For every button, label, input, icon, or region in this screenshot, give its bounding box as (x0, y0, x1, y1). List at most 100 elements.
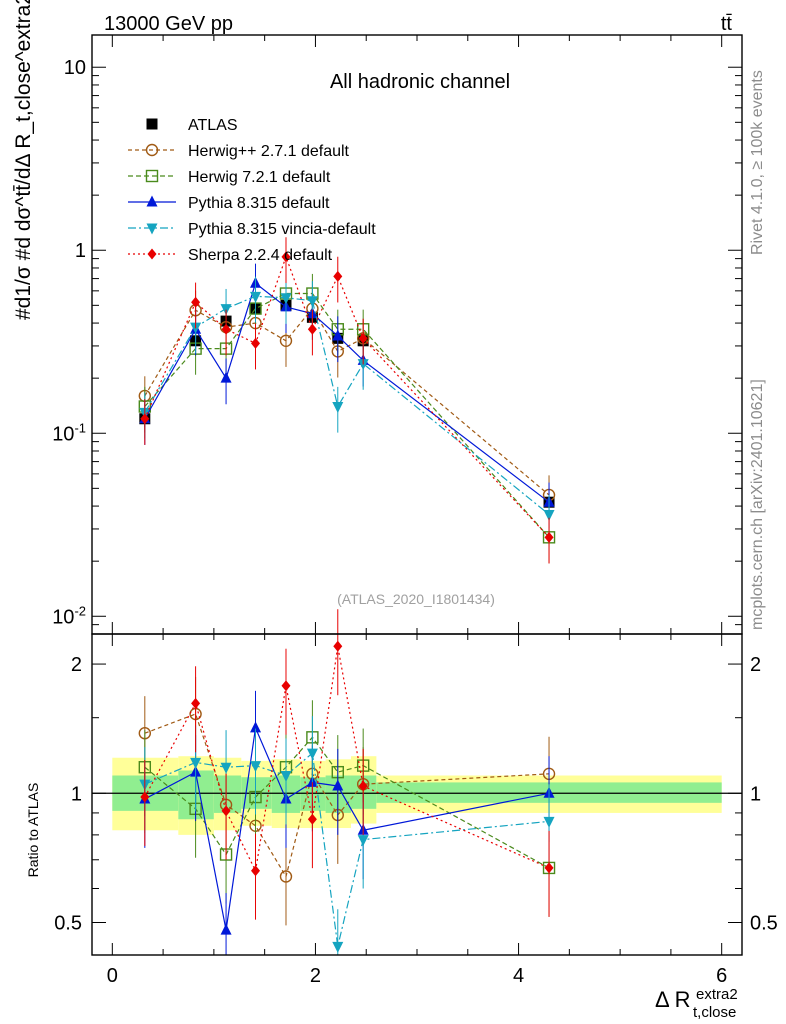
band-inner-2 (213, 775, 242, 813)
series-line-4 (144, 295, 550, 515)
series-0 (139, 297, 555, 511)
y-ratio-tick-label: 0.5 (54, 912, 82, 934)
series-3 (139, 263, 555, 529)
ratio-point-5-6 (333, 640, 343, 652)
x-tick-label: 6 (716, 965, 727, 987)
point-5-7 (358, 332, 368, 344)
x-axis-label-sup: extra2 (696, 986, 738, 1003)
legend-marker-2 (145, 169, 159, 183)
ratio-point-5-1 (191, 697, 201, 709)
ratio-point-4-4 (280, 771, 292, 783)
ratio-point-5-5 (307, 813, 317, 825)
chart-title: All hadronic channel (330, 71, 510, 93)
legend-marker-1 (145, 143, 159, 157)
point-5-2 (221, 323, 231, 335)
ratio-point-3-3 (250, 721, 262, 733)
point-4-3 (250, 291, 262, 303)
point-4-4 (280, 293, 292, 305)
point-5-3 (251, 337, 261, 349)
header-left: 13000 GeV pp (104, 13, 233, 35)
point-4-5 (306, 296, 318, 308)
point-5-0 (140, 413, 150, 425)
ratio-ylabel: Ratio to ATLAS (25, 783, 41, 878)
ratio-point-1-4 (279, 870, 293, 883)
ratio-series-4 (139, 716, 555, 955)
side-text-top: Rivet 4.1.0, ≥ 100k events (749, 70, 766, 255)
legend-marker-3 (146, 195, 158, 207)
legend-item-1: Herwig++ 2.7.1 default (128, 143, 350, 160)
ratio-point-4-2 (220, 762, 232, 774)
side-text-bottom: mcplots.cern.ch [arXiv:2401.10621] (749, 379, 766, 630)
main-ylabel: #d1/σ #d dσ^tt̄/dΔ R_t,close^extra2 (12, 0, 35, 320)
series-5 (140, 237, 554, 564)
ratio-point-5-4 (281, 680, 291, 692)
series-4 (139, 276, 555, 541)
legend-marker-0 (146, 118, 158, 130)
x-axis-label-sub: t,close (693, 1004, 736, 1021)
point-3-2 (220, 371, 232, 383)
point-4-7 (357, 359, 369, 371)
ratio-series-5 (140, 609, 554, 920)
ratio-point-4-3 (250, 761, 262, 773)
header-right: tt̄ (721, 13, 733, 35)
legend-item-2: Herwig 7.2.1 default (128, 169, 331, 186)
y-ratio-tick-label-right: 2 (750, 654, 761, 676)
legend-label-3: Pythia 8.315 default (188, 195, 330, 212)
point-5-5 (307, 323, 317, 335)
main-ylabel-text: #d1/σ #d dσ^tt̄/dΔ R_t,close^extra2 (12, 0, 35, 320)
y-main-tick-label: 10-1 (52, 420, 86, 445)
x-axis-label: Δ R extra2 t,close (655, 986, 738, 1021)
point-5-6 (333, 270, 343, 282)
point-5-4 (281, 251, 291, 263)
analysis-tag: (ATLAS_2020_I1801434) (337, 591, 495, 607)
ratio-point-4-6 (332, 941, 344, 953)
x-axis-label-main: Δ R (655, 987, 690, 1012)
ratio-point-5-3 (251, 865, 261, 877)
point-4-2 (220, 304, 232, 316)
ratio-point-5-2 (221, 805, 231, 817)
ratio-point-5-7 (358, 780, 368, 792)
series-line-2 (144, 292, 550, 538)
point-5-8 (544, 531, 554, 543)
y-ratio-tick-label: 2 (71, 654, 82, 676)
point-3-6 (332, 329, 344, 341)
series-line-1 (144, 307, 550, 496)
legend-item-5: Sherpa 2.2.4 default (128, 247, 333, 264)
axes-layer: 0 2 4 6 10 1 10-1 10-2 2 2 1 1 0.5 0.5 (52, 34, 778, 987)
band-inner-7 (350, 775, 377, 809)
series-line-5 (144, 255, 550, 538)
legend-item-0: ATLAS (146, 117, 238, 134)
series-1 (138, 288, 556, 522)
ratio-layer (138, 609, 556, 955)
legend-item-4: Pythia 8.315 vincia-default (128, 221, 376, 238)
ratio-point-4-1 (190, 757, 202, 769)
ratio-point-4-5 (306, 748, 318, 760)
legend-label-2: Herwig 7.2.1 default (188, 169, 331, 186)
x-tick-label: 4 (513, 965, 524, 987)
point-4-6 (332, 402, 344, 414)
y-ratio-tick-label-right: 0.5 (750, 912, 778, 934)
legend-marker-4 (146, 223, 158, 235)
ratio-point-4-8 (543, 816, 555, 828)
ratio-point-3-6 (332, 779, 344, 791)
y-ratio-tick-label: 1 (71, 783, 82, 805)
x-tick-label: 2 (310, 965, 321, 987)
point-4-8 (543, 509, 555, 521)
legend-label-5: Sherpa 2.2.4 default (188, 247, 333, 264)
legend: ATLAS Herwig++ 2.7.1 default Herwig 7.2.1 … (128, 117, 376, 264)
ratio-point-5-0 (140, 791, 150, 803)
ratio-point-3-2 (220, 923, 232, 935)
legend-item-3: Pythia 8.315 default (128, 195, 330, 212)
legend-label-0: ATLAS (188, 117, 238, 134)
x-tick-label: 0 (107, 965, 118, 987)
y-main-tick-label: 10 (64, 57, 86, 79)
y-main-tick-label: 1 (75, 240, 86, 262)
y-main-tick-label: 10-2 (52, 603, 86, 628)
uncertainty-bands (92, 756, 742, 835)
legend-marker-5 (147, 248, 157, 260)
y-ratio-tick-label-right: 1 (750, 783, 761, 805)
ratio-point-5-8 (544, 862, 554, 874)
series-layer (138, 237, 556, 564)
series-2 (138, 273, 556, 564)
